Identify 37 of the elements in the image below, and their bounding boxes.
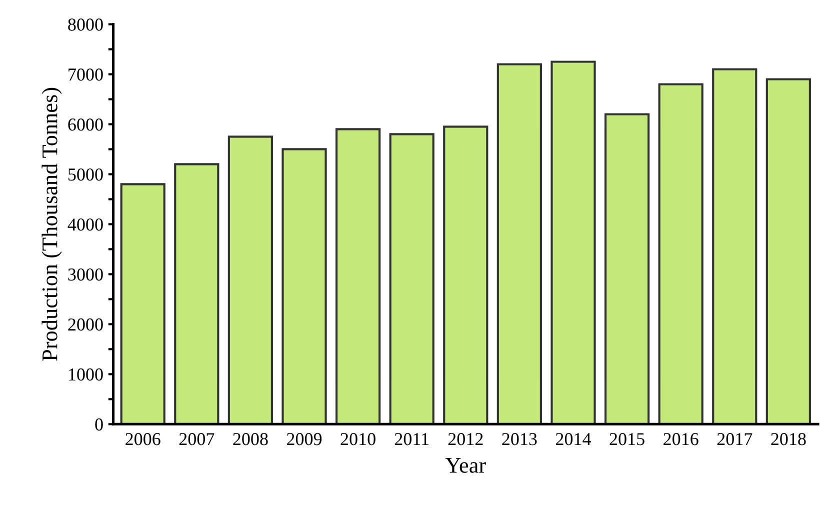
y-tick-label: 0 [95, 418, 103, 431]
x-tick-label: 2015 [610, 433, 644, 446]
bar [335, 128, 381, 424]
y-tick-label: 2000 [68, 318, 103, 331]
y-tick-label: 4000 [68, 218, 103, 231]
bar [443, 126, 488, 424]
x-tick-label: 2010 [340, 433, 376, 446]
x-tick-label: 2009 [286, 433, 322, 446]
bar [766, 78, 811, 424]
y-tick-label: 3000 [68, 268, 103, 281]
y-tick-label: 8000 [68, 18, 103, 31]
bar [658, 83, 704, 424]
y-tick-label: 5000 [68, 168, 103, 181]
bar [389, 133, 434, 424]
x-axis-title: Year [445, 458, 486, 473]
x-tick-label: 2017 [717, 433, 752, 446]
x-tick-label: 2006 [126, 433, 160, 446]
bar [604, 113, 650, 424]
x-tick-label: 2011 [394, 433, 428, 446]
bar [712, 68, 758, 424]
x-tick-label: 2018 [771, 433, 806, 446]
bar [174, 163, 220, 424]
y-tick-label: 6000 [68, 118, 103, 131]
bar [550, 60, 596, 424]
bar [496, 63, 542, 424]
y-axis-title: Production (Thousand Tonnes) [42, 88, 62, 361]
x-tick-label: 2012 [448, 433, 483, 446]
bar [228, 136, 274, 424]
x-tick-label: 2014 [556, 433, 592, 446]
x-tick-label: 2013 [502, 433, 537, 446]
x-tick-label: 2008 [233, 433, 268, 446]
bar [282, 148, 327, 424]
y-tick-label: 7000 [68, 68, 103, 81]
bar [120, 183, 166, 424]
x-tick-label: 2007 [179, 433, 214, 446]
y-tick-label: 1000 [69, 368, 103, 381]
x-tick-label: 2016 [664, 433, 698, 446]
